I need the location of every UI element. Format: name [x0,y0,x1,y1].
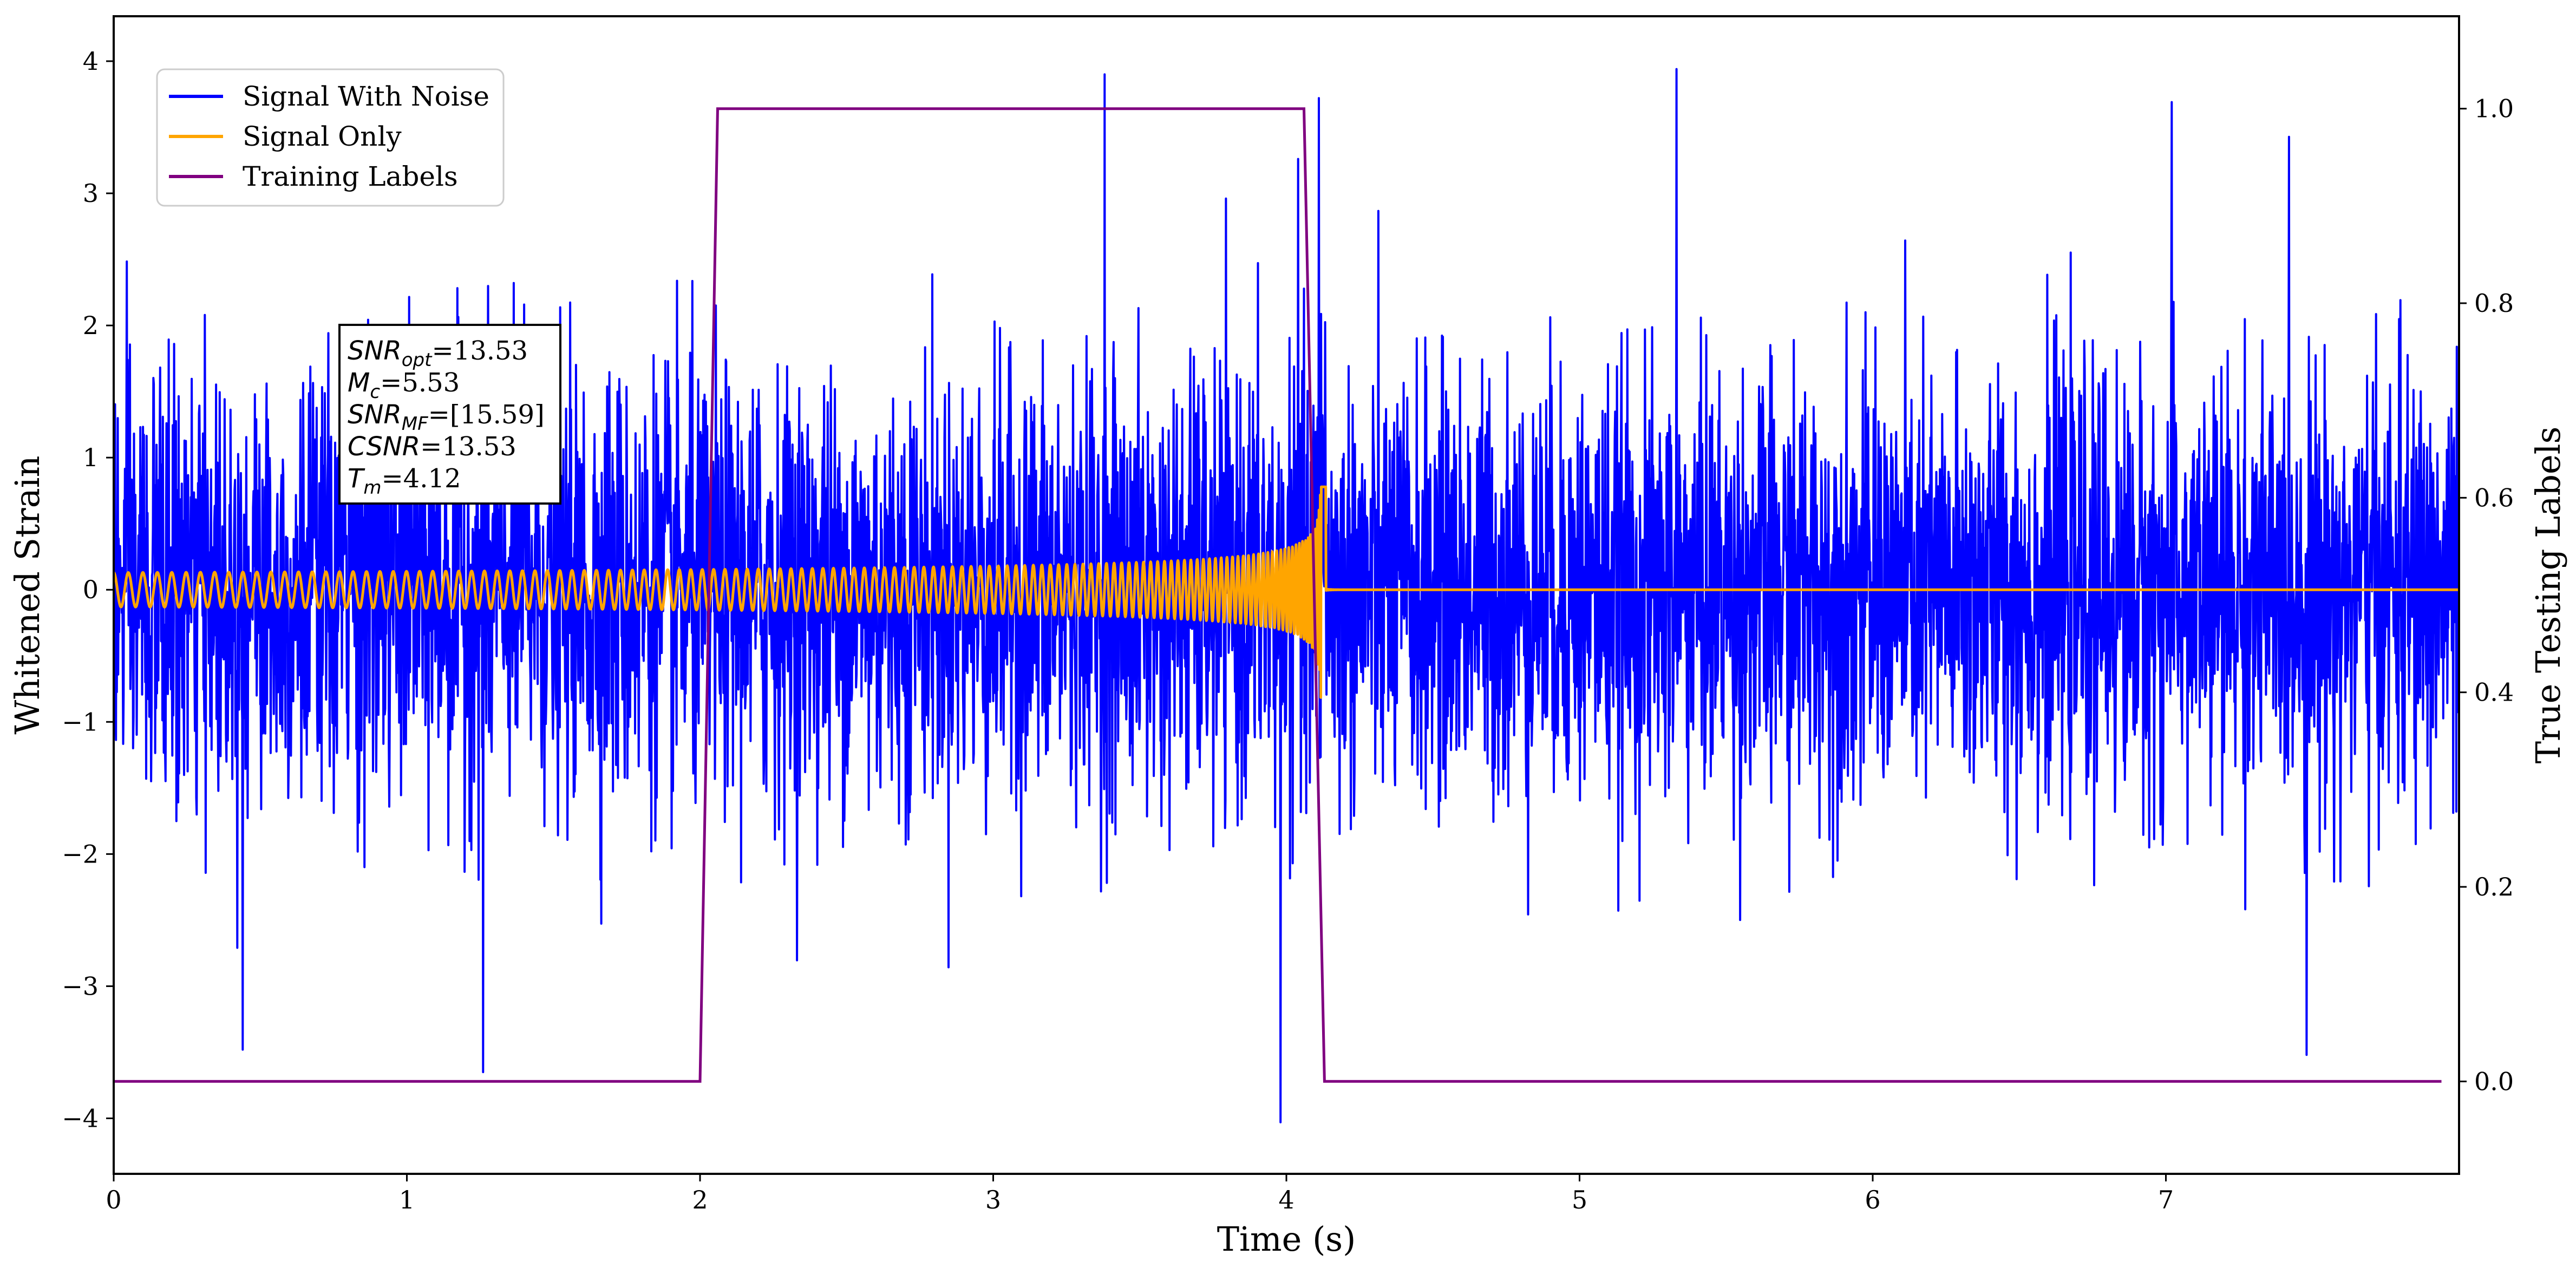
y-tick-label: −4 [62,1103,99,1133]
y-axis-right: 0.0 0.2 0.4 0.6 0.8 1.0 [2459,94,2514,1096]
training-labels-line [114,107,2442,1083]
legend-box [156,68,505,207]
series-signal-only [114,485,2459,699]
x-tick-label: 5 [1572,1185,1587,1214]
legend-label: Signal With Noise [243,81,489,112]
legend: Signal With Noise Signal Only Training Lab… [156,68,505,207]
annotation-frame [338,324,561,505]
y2-tick-label: 0.6 [2474,483,2514,512]
x-tick-label: 4 [1278,1185,1294,1214]
y-tick-label: 4 [83,47,99,76]
annotation-line: SNRopt=13.53 [348,336,528,371]
x-axis-label: Time (s) [1217,1219,1356,1259]
x-tick-label: 1 [399,1185,415,1214]
y2-axis-label: True Testing Labels [2528,427,2568,764]
annotation-line: CSNR=13.53 [348,432,516,462]
signal-only-line [114,485,2459,699]
y2-tick-label: 0.0 [2474,1067,2514,1096]
x-tick-label: 7 [2158,1185,2174,1214]
y-tick-label: 1 [83,443,99,472]
x-tick-label: 6 [1865,1185,1880,1214]
x-tick-label: 0 [106,1185,121,1214]
y-axis-label: Whitened Strain [8,456,47,735]
y-tick-label: 3 [83,179,99,208]
y2-tick-label: 1.0 [2474,94,2514,123]
x-axis: 0 1 2 3 4 5 6 7 [106,1174,2174,1214]
y-tick-label: −3 [62,971,99,1001]
y-tick-label: −2 [62,839,99,868]
annotation-line: Tm=4.12 [348,463,461,499]
annotation-line: Mc=5.53 [348,368,460,403]
annotation-line: SNRMF=[15.59] [348,400,545,435]
series-training-labels [114,107,2442,1083]
x-tick-label: 2 [692,1185,708,1214]
legend-label: Training Labels [243,161,458,192]
plot-area [114,68,2459,1123]
y2-tick-label: 0.2 [2474,872,2514,901]
annotation-box: SNRopt=13.53Mc=5.53SNRMF=[15.59]CSNR=13.… [338,324,561,505]
y2-tick-label: 0.8 [2474,289,2514,318]
y2-tick-label: 0.4 [2474,678,2514,707]
y-axis-left: −4 −3 −2 −1 0 1 2 3 4 [62,47,114,1133]
x-tick-label: 3 [985,1185,1001,1214]
y-tick-label: 0 [83,575,99,604]
y-tick-label: 2 [83,311,99,340]
y-tick-label: −1 [62,707,99,736]
legend-label: Signal Only [243,121,402,152]
